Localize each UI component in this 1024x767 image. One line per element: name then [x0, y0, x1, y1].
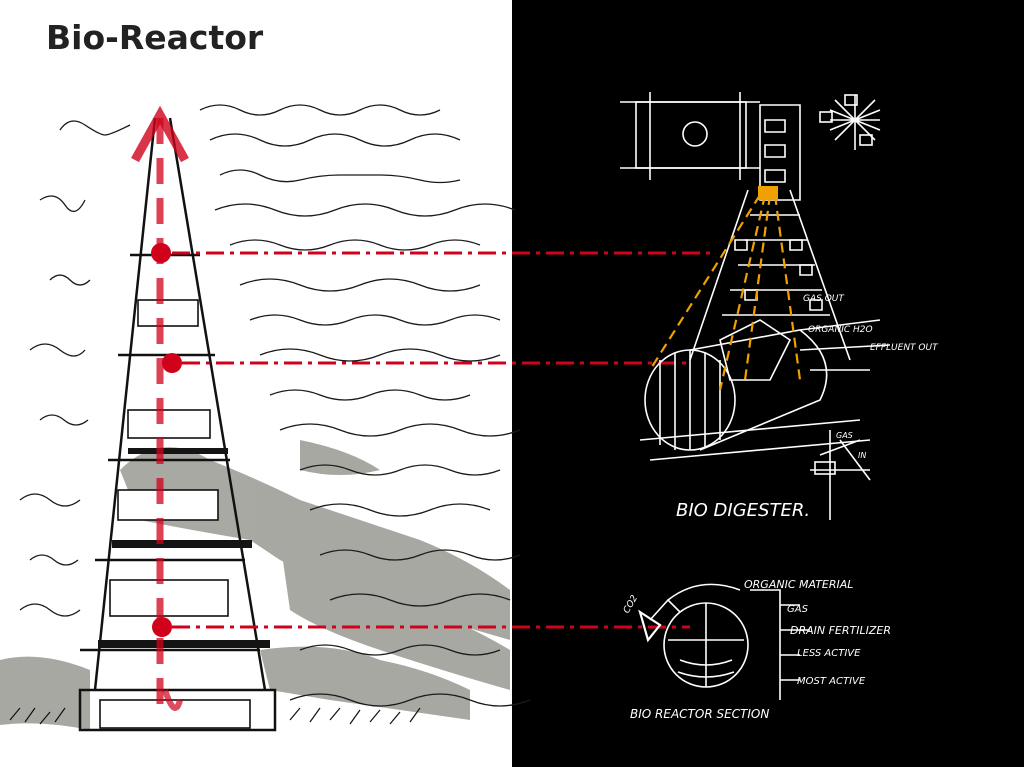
digester-sketch	[620, 92, 891, 520]
label-gas-small: GAS	[836, 431, 853, 440]
digester-highlight	[649, 186, 802, 391]
connectors	[151, 243, 715, 637]
label-less-active: LESS ACTIVE	[797, 648, 861, 659]
connector-dot	[152, 617, 172, 637]
label-in: IN	[858, 451, 866, 460]
red-shaft	[131, 105, 189, 715]
label-organic-material: ORGANIC MATERIAL	[744, 578, 853, 591]
connector-dot	[151, 243, 171, 263]
label-most-active: MOST ACTIVE	[797, 676, 866, 687]
label-gas-out: GAS OUT	[803, 294, 845, 304]
reactor-section-sketch	[638, 583, 810, 700]
digester-caption: BIO DIGESTER.	[676, 500, 810, 521]
ground-hatch	[9, 707, 421, 725]
tower-slabs	[98, 448, 270, 648]
connector-dot	[162, 353, 182, 373]
label-co2: CO2	[622, 594, 640, 616]
grey-wash	[0, 440, 510, 730]
label-gas: GAS	[787, 604, 809, 615]
landscape-scribbles	[19, 104, 531, 707]
slide-title: Bio-Reactor	[46, 18, 264, 57]
tower-sketch	[0, 104, 531, 732]
label-drain-fertilizer: DRAIN FERTILIZER	[790, 624, 891, 637]
tower-floors	[99, 299, 251, 729]
label-organic-h2o: ORGANIC H2O	[808, 325, 873, 335]
label-effluent-out: EFFLUENT OUT	[870, 343, 939, 353]
right-sketch-panel	[512, 0, 1024, 767]
reactor-section-caption: BIO REACTOR SECTION	[630, 707, 769, 721]
